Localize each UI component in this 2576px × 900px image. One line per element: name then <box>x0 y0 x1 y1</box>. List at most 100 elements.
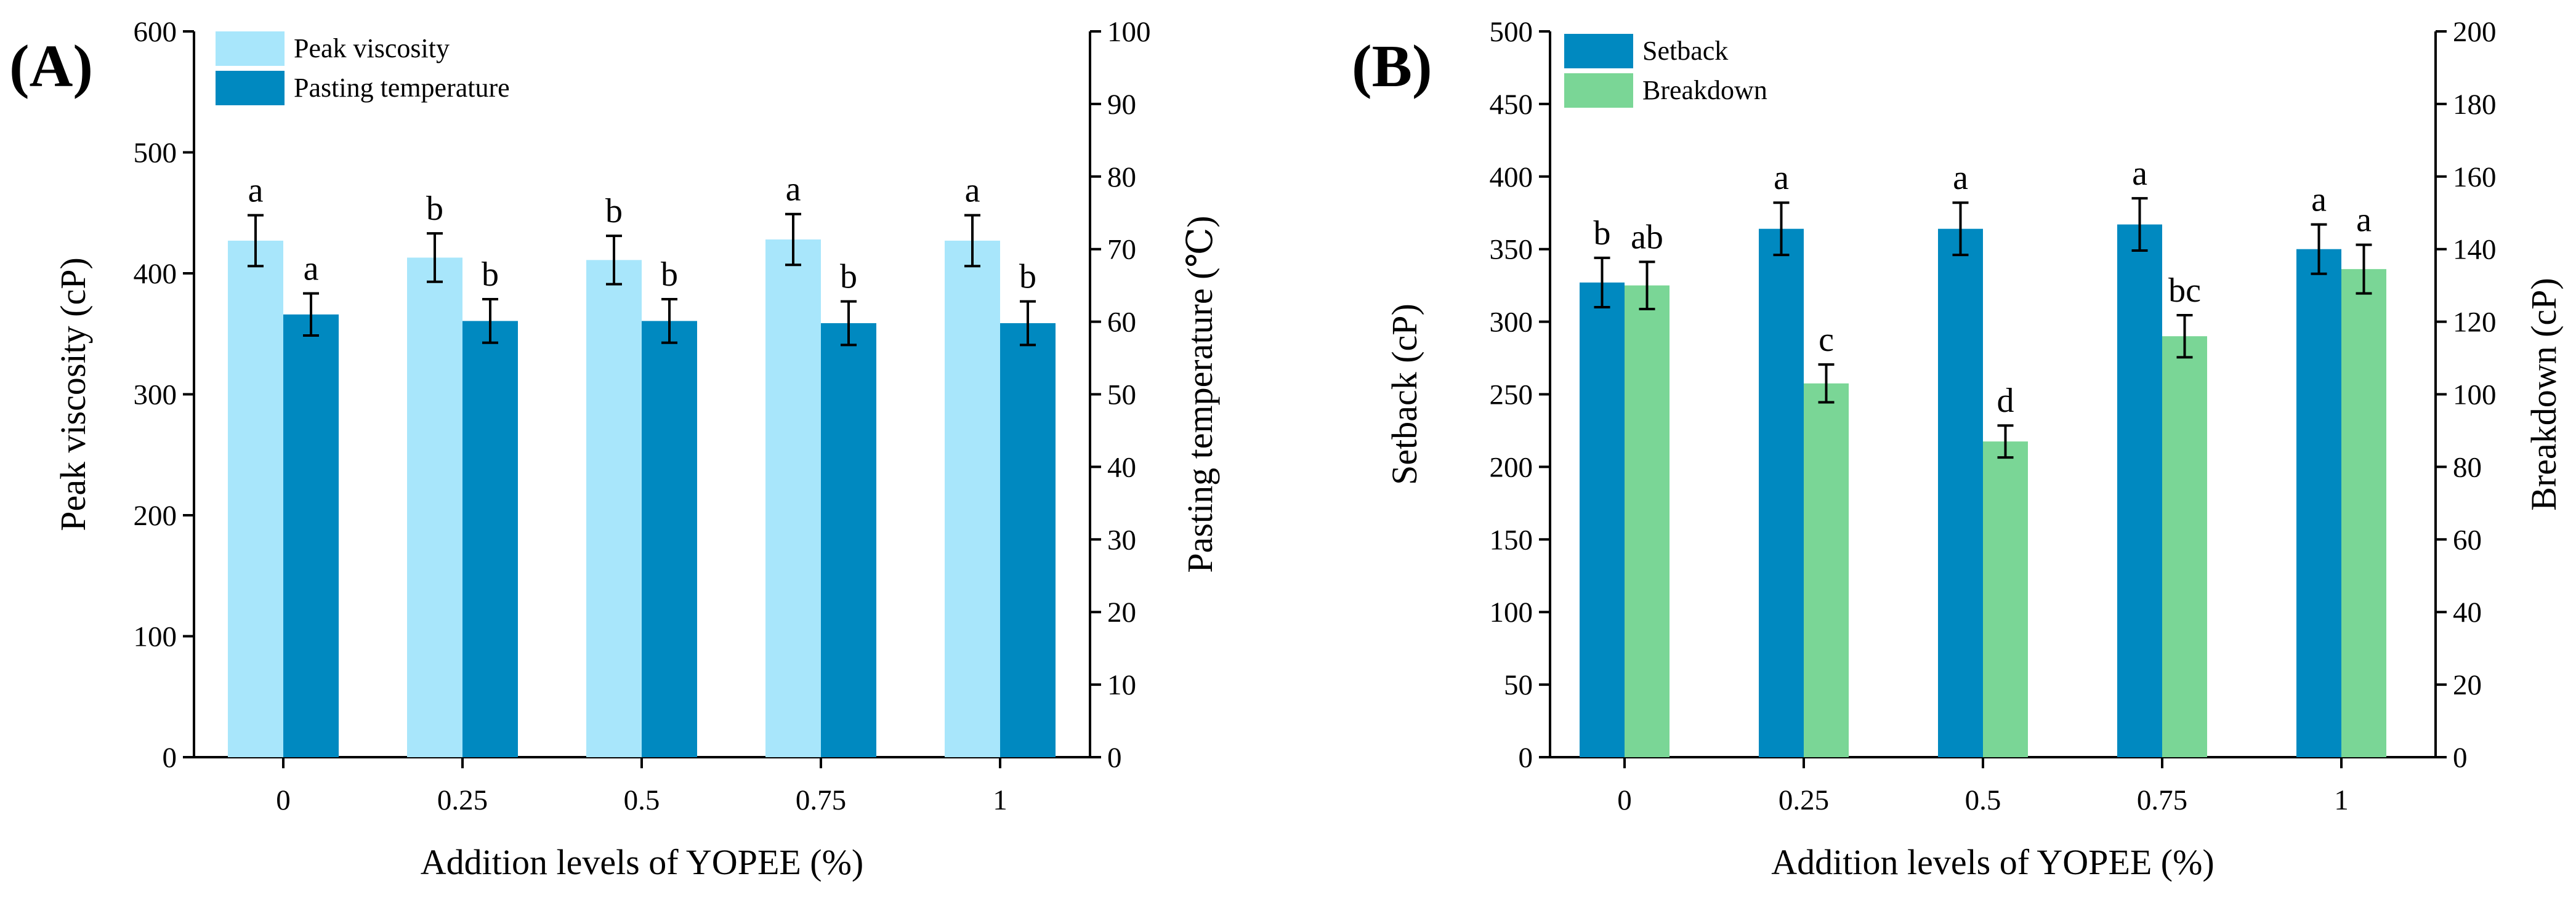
legend-label: Setback <box>1642 36 1728 66</box>
left-y-tick-label: 350 <box>1490 234 1533 266</box>
left-y-axis-title: Setback (cP) <box>1384 303 1424 485</box>
bar-breakdown <box>1625 285 1670 757</box>
x-tick-label: 0.25 <box>437 784 488 816</box>
bar-pasting-temperature <box>283 314 339 757</box>
right-y-tick-label: 180 <box>2453 89 2497 121</box>
error-bar <box>964 214 980 268</box>
bar-setback <box>2296 249 2341 757</box>
significance-label: b <box>605 192 623 230</box>
panel-label: (A) <box>9 33 93 100</box>
right-y-tick-label: 100 <box>2453 379 2497 411</box>
right-y-tick-label: 80 <box>1107 161 1136 193</box>
significance-label: a <box>304 250 319 288</box>
x-tick-label: 1 <box>993 784 1007 816</box>
significance-label: d <box>1997 382 2014 420</box>
significance-label: a <box>248 172 264 210</box>
right-y-tick-label: 100 <box>1107 16 1151 48</box>
right-y-tick-label: 30 <box>1107 524 1136 556</box>
bar-pasting-temperature <box>462 321 518 757</box>
bar-peak-viscosity <box>586 260 642 757</box>
error-bar <box>841 300 857 347</box>
legend-swatch <box>216 31 285 66</box>
bar-breakdown <box>1804 383 1849 757</box>
significance-label: a <box>1774 159 1789 197</box>
bar-pasting-temperature <box>1000 323 1056 757</box>
right-y-tick-label: 60 <box>2453 524 2482 556</box>
significance-label: b <box>661 255 678 294</box>
error-bar <box>2176 313 2193 359</box>
left-y-tick-label: 50 <box>1504 669 1533 701</box>
significance-label: a <box>2356 201 2372 239</box>
left-y-tick-label: 200 <box>1490 451 1533 483</box>
right-y-tick-label: 90 <box>1107 89 1136 121</box>
left-y-tick-label: 600 <box>134 16 177 48</box>
bar-pasting-temperature <box>642 321 697 757</box>
legend-swatch <box>1564 73 1633 108</box>
legend-swatch <box>216 71 285 105</box>
legend-swatch <box>1564 34 1633 68</box>
legend-label: Breakdown <box>1642 75 1767 105</box>
significance-label: b <box>840 258 857 296</box>
right-y-tick-label: 10 <box>1107 669 1136 701</box>
x-tick-label: 0 <box>276 784 291 816</box>
panel-b: (B) 0 50 100 150 200 250 300 350 400 450 500 0 20 40 60… <box>1352 16 2564 882</box>
x-tick-label: 0 <box>1617 784 1632 816</box>
bar-peak-viscosity <box>228 240 283 757</box>
right-y-tick-label: 80 <box>2453 451 2482 483</box>
significance-label: bc <box>2168 271 2201 310</box>
error-bar <box>2356 243 2372 295</box>
bar-pasting-temperature <box>821 323 876 757</box>
significance-label: b <box>1594 214 1611 252</box>
bar-setback <box>1759 228 1804 757</box>
error-bar <box>482 298 498 344</box>
x-tick-label: 0.75 <box>796 784 846 816</box>
right-y-tick-label: 60 <box>1107 307 1136 339</box>
significance-label: a <box>965 172 980 210</box>
right-y-tick-label: 50 <box>1107 379 1136 411</box>
legend-label: Pasting temperature <box>294 73 510 103</box>
significance-label: a <box>786 171 801 209</box>
legend-label: Peak viscosity <box>294 33 450 63</box>
error-bar <box>303 292 319 337</box>
panel-a: (A)0100200300400500600010203040506070809… <box>9 16 1220 882</box>
error-bar <box>248 214 264 268</box>
right-y-tick-label: 140 <box>2453 234 2497 266</box>
left-y-tick-label: 300 <box>134 379 177 411</box>
right-y-tick-label: 200 <box>2453 16 2497 48</box>
left-y-tick-label: 150 <box>1490 524 1533 556</box>
error-bar <box>2131 197 2148 252</box>
right-y-tick-label: 40 <box>1107 451 1136 483</box>
error-bar <box>1952 201 1969 257</box>
right-y-tick-label: 120 <box>2453 307 2497 339</box>
x-axis-title: Addition levels of YOPEE (%) <box>421 842 864 882</box>
left-y-tick-label: 500 <box>134 137 177 169</box>
left-y-tick-label: 0 <box>1519 742 1533 774</box>
left-y-tick-label: 250 <box>1490 379 1533 411</box>
right-y-tick-label: 70 <box>1107 234 1136 266</box>
bar-peak-viscosity <box>945 240 1000 757</box>
panel-label: (B) <box>1352 33 1432 100</box>
x-tick-label: 0.5 <box>624 784 660 816</box>
bar-setback <box>2117 224 2162 757</box>
error-bar <box>1639 260 1655 310</box>
error-bar <box>785 212 801 267</box>
significance-label: a <box>2132 155 2147 193</box>
significance-label: b <box>482 255 499 294</box>
error-bar <box>427 232 443 283</box>
error-bar <box>1594 256 1610 309</box>
left-y-tick-label: 500 <box>1490 16 1533 48</box>
right-y-tick-label: 0 <box>1107 742 1122 774</box>
error-bar <box>1997 424 2014 459</box>
significance-label: c <box>1819 321 1834 359</box>
left-y-tick-label: 450 <box>1490 89 1533 121</box>
right-y-tick-label: 160 <box>2453 161 2497 193</box>
significance-label: ab <box>1631 218 1663 256</box>
x-tick-label: 1 <box>2334 784 2349 816</box>
right-y-axis-title: Breakdown (cP) <box>2524 278 2564 511</box>
significance-label: b <box>426 190 443 228</box>
significance-label: a <box>2311 181 2327 219</box>
error-bar <box>1020 300 1036 347</box>
right-y-tick-label: 20 <box>2453 669 2482 701</box>
error-bar <box>1818 363 1835 404</box>
